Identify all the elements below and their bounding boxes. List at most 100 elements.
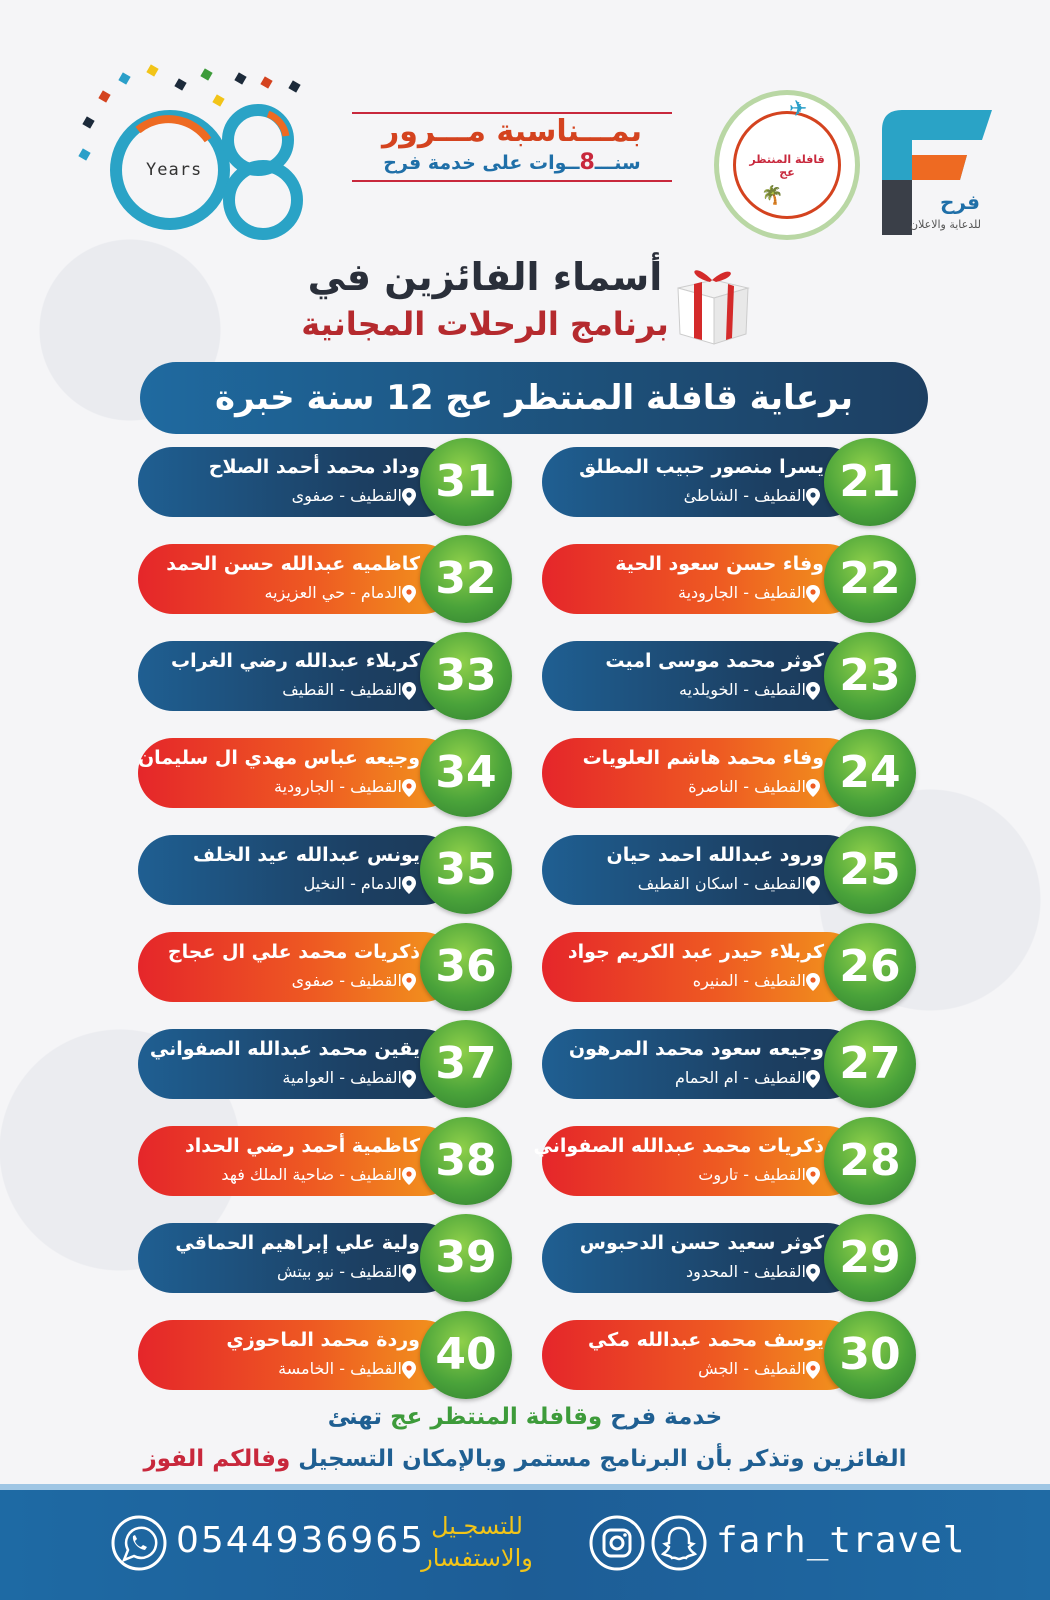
winner-card: كاظمية أحمد رضي الحداد القطيف - ضاحية الم…: [138, 1117, 512, 1205]
snapchat-icon[interactable]: [650, 1514, 708, 1572]
occasion-banner: بمـــناسبة مـــرور سنـــ8ــوات على خدمة …: [352, 104, 672, 184]
location-pin-icon: [402, 1361, 416, 1379]
winner-card-background: [138, 1320, 458, 1390]
congrats-line-2: الفائزين وتذكر بأن البرنامج مستمر وبالإم…: [60, 1446, 990, 1472]
location-pin-icon: [402, 682, 416, 700]
winner-card-background: [542, 1320, 862, 1390]
winner-name: كاظميه عبدالله حسن الحمد: [166, 553, 420, 575]
winner-card: كوثر محمد موسى اميت القطيف - الخويلديه 23: [542, 632, 916, 720]
winner-number-badge: 29: [824, 1214, 916, 1302]
winner-card-background: [542, 641, 862, 711]
location-pin-icon: [402, 1264, 416, 1282]
winner-card: كربلاء حيدر عبد الكريم جواد القطيف - المن…: [542, 923, 916, 1011]
location-pin-icon: [806, 488, 820, 506]
occasion-sub-pre: سنـــ: [594, 152, 641, 174]
occasion-divider-bottom: [352, 180, 672, 182]
winner-number-badge: 26: [824, 923, 916, 1011]
caravan-logo-name: قافلة المنتظر عج: [749, 153, 825, 179]
winner-card: وفاء حسن سعود الحية القطيف - الجارودية 22: [542, 535, 916, 623]
winner-number-badge: 32: [420, 535, 512, 623]
winner-card-background: [542, 932, 862, 1002]
winner-card: ورود عبدالله احمد حيان القطيف - اسكان الق…: [542, 826, 916, 914]
winner-name: ورود عبدالله احمد حيان: [606, 844, 824, 866]
winner-card-background: [542, 835, 862, 905]
winner-card: ذكريات محمد علي ال عجاج القطيف - صفوى 36: [138, 923, 512, 1011]
gift-box-icon: [677, 270, 750, 345]
winner-card: وجيعه عباس مهدي ال سليمان القطيف - الجارو…: [138, 729, 512, 817]
location-pin-icon: [402, 585, 416, 603]
winner-location: القطيف - الخامسة: [278, 1359, 402, 1378]
location-pin-icon: [806, 779, 820, 797]
farah-logo-tagline: للدعاية والاعلان: [910, 218, 981, 231]
winner-number-badge: 35: [420, 826, 512, 914]
winner-card-background: [542, 544, 862, 614]
winner-location: الدمام - النخيل: [303, 874, 402, 893]
winner-location: القطيف - الجارودية: [677, 583, 806, 602]
airplane-icon: ✈: [789, 97, 808, 122]
winner-card-background: [542, 1223, 862, 1293]
winner-number-badge: 30: [824, 1311, 916, 1399]
winner-number-badge: 40: [420, 1311, 512, 1399]
winner-name: ولية علي إبراهيم الحماقي: [175, 1232, 420, 1254]
registration-text: للتسجـيل والاستفسار: [402, 1510, 552, 1574]
winner-name: يسرا منصور حبيب المطلق: [579, 456, 824, 478]
occasion-title: بمـــناسبة مـــرور: [382, 114, 642, 149]
occasion-divider-top: [352, 112, 672, 114]
winner-number-badge: 34: [420, 729, 512, 817]
winner-number-badge: 21: [824, 438, 916, 526]
winner-card-background: [138, 1029, 458, 1099]
winner-number-badge: 28: [824, 1117, 916, 1205]
congrats-line-1-b: وقافلة المنتظر عج: [390, 1404, 603, 1430]
winner-card: ولية علي إبراهيم الحماقي القطيف - نيو بيت…: [138, 1214, 512, 1302]
winner-card-background: [138, 1126, 458, 1196]
headline: أسماء الفائزين في برنامج الرحلات المجاني…: [300, 252, 670, 346]
congrats-line-1-c: تهنئ: [327, 1404, 391, 1430]
contact-footer: 0544936965 للتسجـيل والاستفسار farh_trav…: [0, 1484, 1050, 1600]
winner-location: القطيف - ضاحية الملك فهد: [221, 1165, 402, 1184]
winner-name: وفاء محمد هاشم العلويات: [582, 747, 824, 769]
winner-card-background: [138, 544, 458, 614]
winner-number-badge: 31: [420, 438, 512, 526]
winner-name: وفاء حسن سعود الحية: [615, 553, 824, 575]
winner-name: وجيعه سعود محمد المرهون: [568, 1038, 824, 1060]
location-pin-icon: [806, 876, 820, 894]
location-pin-icon: [806, 973, 820, 991]
winner-name: يوسف محمد عبدالله مكي: [587, 1329, 824, 1351]
winner-card: ذكريات محمد عبدالله الصفواني القطيف - تار…: [533, 1117, 916, 1205]
congrats-line-1-a: خدمة فرح: [602, 1404, 723, 1430]
location-pin-icon: [402, 488, 416, 506]
sponsor-banner: برعاية قافلة المنتظر عج 12 سنة خبرة: [140, 362, 928, 434]
winner-name: يونس عبدالله عيد الخلف: [193, 844, 420, 866]
congrats-line-2-a: الفائزين وتذكر بأن البرنامج مستمر وبالإم…: [290, 1446, 907, 1472]
winner-number-badge: 23: [824, 632, 916, 720]
location-pin-icon: [806, 682, 820, 700]
location-pin-icon: [402, 1070, 416, 1088]
occasion-sub-post: ــوات على خدمة فرح: [383, 152, 580, 174]
winner-card-background: [138, 1223, 458, 1293]
social-handle[interactable]: farh_travel: [716, 1520, 966, 1561]
winner-card-background: [138, 738, 458, 808]
phone-number[interactable]: 0544936965: [176, 1520, 426, 1561]
eight-years-logo: [110, 104, 303, 240]
winner-name: ذكريات محمد عبدالله الصفواني: [533, 1135, 824, 1157]
winner-location: القطيف - تاروت: [698, 1165, 806, 1184]
instagram-icon[interactable]: [588, 1514, 646, 1572]
winner-location: القطيف - صفوى: [291, 971, 402, 990]
winner-name: كاظمية أحمد رضي الحداد: [185, 1135, 420, 1157]
years-label: Years: [146, 160, 203, 180]
winner-location: القطيف - الخويلديه: [679, 680, 806, 699]
winner-card-background: [138, 932, 458, 1002]
winner-location: القطيف - المنيره: [692, 971, 806, 990]
congrats-line-1: خدمة فرح وقافلة المنتظر عج تهنئ: [60, 1404, 990, 1430]
winner-card-background: [542, 1126, 862, 1196]
winner-card: وجيعه سعود محمد المرهون القطيف - ام الحما…: [542, 1020, 916, 1108]
location-pin-icon: [806, 1167, 820, 1185]
winner-card-background: [138, 835, 458, 905]
winner-number-badge: 27: [824, 1020, 916, 1108]
winner-number-badge: 24: [824, 729, 916, 817]
whatsapp-icon[interactable]: [110, 1514, 168, 1572]
winner-number-badge: 38: [420, 1117, 512, 1205]
winner-number-badge: 25: [824, 826, 916, 914]
location-pin-icon: [806, 1070, 820, 1088]
congrats-line-2-b: وفالكم الفوز: [143, 1446, 291, 1472]
